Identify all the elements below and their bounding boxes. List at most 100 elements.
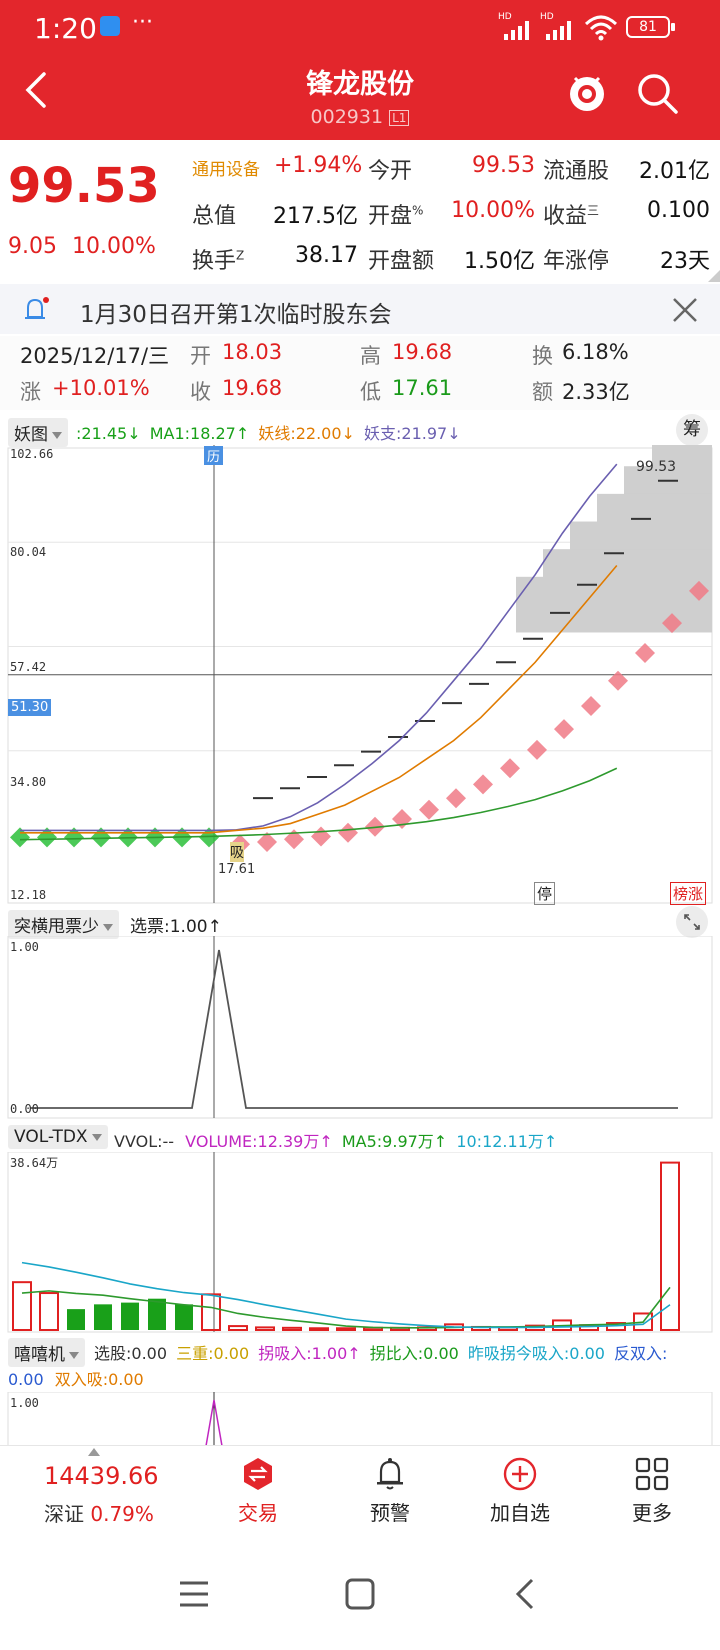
trade-button[interactable]: 交易 (216, 1456, 300, 1526)
expand-index-icon[interactable] (88, 1448, 100, 1456)
open-pct-label: 开盘% (368, 198, 423, 230)
index-name[interactable]: 深证 0.79% (44, 1498, 154, 1527)
volume-bar (660, 1161, 680, 1332)
signal-icon-2 (546, 21, 571, 40)
top-bar: 1:20 ··· HD HD 81 锋龙股份 002931 L1 (0, 0, 720, 140)
menu-icon[interactable] (178, 1579, 210, 1609)
expand-icon[interactable] (676, 906, 708, 938)
close-icon[interactable] (672, 297, 698, 323)
limit-up-badge: 榜涨 (670, 882, 707, 905)
legend-item: MA5:9.97万↑ (341, 1132, 448, 1151)
red-diamond (500, 758, 520, 779)
home-icon[interactable] (344, 1577, 376, 1611)
legend-item: 昨吸拐今吸入:0.00 (467, 1344, 605, 1363)
chip-bar (516, 576, 712, 605)
day-info: 2025/12/17/三 开 18.03 高 19.68 换 6.18% 涨 +… (0, 336, 720, 410)
green-diamond (10, 827, 30, 848)
back-icon[interactable] (22, 70, 52, 110)
vol-legend: VVOL:-- VOLUME:12.39万↑ MA5:9.97万↑ 10:12.… (114, 1128, 557, 1152)
volume-bar (309, 1327, 329, 1331)
open-amount-value: 1.50亿 (464, 249, 535, 274)
signal-icon (504, 21, 529, 40)
sub1-selector[interactable]: 突横甩票少 (8, 910, 119, 939)
expand-corner[interactable] (708, 270, 720, 282)
red-diamond (608, 670, 628, 691)
sub1-ybottom: 0.00 (10, 1102, 39, 1116)
chip-bar (597, 493, 712, 522)
dropdown-icon (91, 1133, 102, 1141)
volume-chart[interactable] (0, 1152, 720, 1334)
battery-icon: 81 (626, 16, 670, 38)
index-value[interactable]: 14439.66 (44, 1462, 159, 1490)
dropdown-icon (103, 923, 113, 931)
chip-bar (652, 445, 712, 467)
red-diamond (473, 774, 493, 795)
red-diamond (554, 719, 574, 740)
day-low-label: 低 (360, 380, 381, 404)
more-button[interactable]: 更多 (610, 1456, 694, 1526)
index-pct: 0.79% (90, 1502, 154, 1526)
red-diamond (338, 822, 358, 843)
low-price-marker: 17.61 (218, 862, 256, 877)
indicator-name: 妖图 (14, 425, 48, 445)
annual-limit-up-label: 年涨停 (543, 249, 610, 274)
search-icon[interactable] (636, 72, 680, 116)
y-tick: 102.66 (10, 447, 54, 461)
series-line-妖线 (235, 564, 618, 832)
y-tick: 57.42 (10, 660, 47, 674)
day-date: 2025/12/17/三 (20, 344, 170, 368)
sector-pct: +1.94% (274, 153, 363, 178)
trade-icon (244, 1458, 272, 1490)
vol-selector[interactable]: VOL-TDX (8, 1125, 108, 1149)
ma10-line (21, 1261, 671, 1329)
open-pct-label-text: 开盘 (368, 204, 413, 229)
sub3-legend-line1: 选股:0.00 三重:0.00 拐吸入:1.00↑ 拐比入:0.00 昨吸拐今吸… (94, 1340, 667, 1364)
float-shares-value: 2.01亿 (639, 159, 710, 184)
open-label: 今开 (368, 159, 413, 184)
sub1-chart[interactable] (0, 936, 720, 1122)
alert-button[interactable]: 预警 (348, 1456, 432, 1526)
more-label: 更多 (632, 1501, 672, 1525)
volume-bar (633, 1312, 653, 1331)
main-chart[interactable] (0, 445, 720, 905)
notice-bar[interactable]: 1月30日召开第1次临时股东会 (0, 284, 720, 334)
day-high-label: 高 (360, 344, 381, 368)
open-pct-value: 10.00% (451, 198, 535, 223)
volume-bar (39, 1292, 59, 1331)
alert-label: 预警 (370, 1501, 410, 1525)
turnover-label: 换手Z (192, 243, 244, 275)
day-turn: 6.18% (562, 340, 629, 364)
green-diamond (64, 827, 84, 848)
volume-bar (12, 1281, 32, 1332)
bell-notice-icon (25, 297, 49, 319)
sub3-chart[interactable] (0, 1392, 720, 1446)
eps-sup: 三 (587, 203, 600, 218)
turnover-value: 38.17 (295, 243, 358, 268)
trade-label: 交易 (238, 1501, 278, 1525)
annual-limit-up-value: 23天 (660, 249, 710, 274)
add-watchlist-button[interactable]: 加自选 (478, 1456, 562, 1526)
series-line-妖支 (20, 829, 237, 832)
legend-item: 拐吸入:1.00↑ (258, 1344, 361, 1363)
volume-bar (255, 1326, 275, 1332)
xi-buy-label: 吸 (230, 842, 244, 862)
status-time: 1:20 (34, 12, 97, 45)
day-low: 17.61 (392, 376, 453, 400)
sub3-selector[interactable]: 嘻嘻机 (8, 1338, 85, 1367)
chip-distribution-button[interactable]: 筹 (676, 414, 708, 446)
indicator-selector[interactable]: 妖图 (8, 418, 68, 447)
bell-icon (377, 1458, 403, 1490)
vol-ytop: 38.64万 (10, 1156, 59, 1170)
eps-label-text: 收益 (543, 204, 588, 229)
volume-bar (94, 1304, 112, 1330)
hd-label-2: HD (540, 12, 554, 22)
back-nav-icon[interactable] (512, 1577, 538, 1611)
legend-item: 三重:0.00 (176, 1344, 250, 1363)
day-amt-label: 额 (532, 380, 553, 404)
legend-item: 反双入: (614, 1344, 668, 1363)
eps-label: 收益三 (543, 198, 599, 230)
red-diamond (446, 788, 466, 809)
red-diamond (257, 832, 277, 853)
robot-assistant-icon[interactable] (565, 70, 609, 114)
sector-name[interactable]: 通用设备 (192, 160, 260, 180)
